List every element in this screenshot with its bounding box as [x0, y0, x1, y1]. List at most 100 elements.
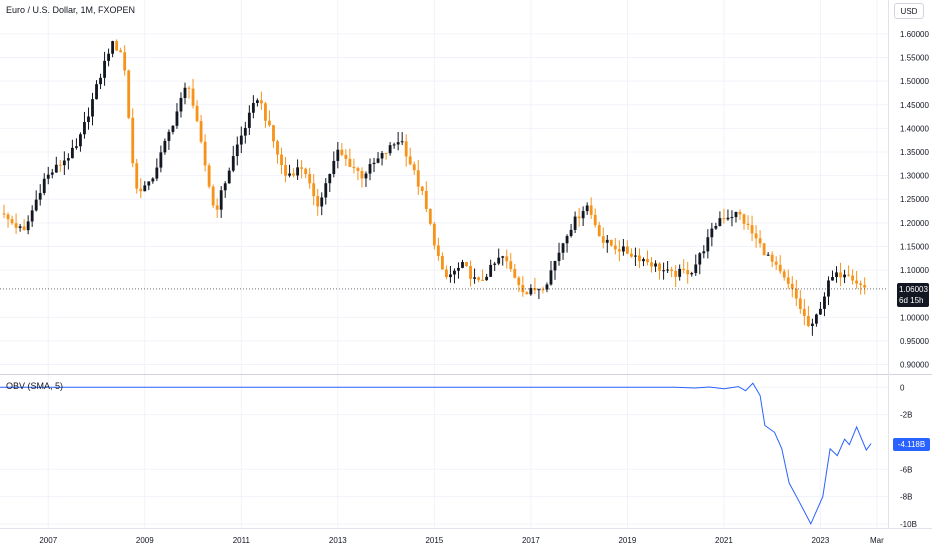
- candle: [26, 215, 30, 235]
- obv-axis[interactable]: 0 -2B -6B -8B -10B: [900, 383, 917, 529]
- candle: [686, 261, 690, 284]
- candle-body: [682, 268, 686, 271]
- candle: [268, 110, 271, 127]
- candle-body: [794, 288, 798, 299]
- symbol-title[interactable]: Euro / U.S. Dollar, 1M, FXOPEN: [6, 5, 136, 15]
- candle-body: [239, 135, 243, 145]
- candle: [119, 47, 123, 53]
- candle-body: [79, 134, 82, 147]
- candle-body: [280, 154, 283, 166]
- time-tick-label: 2013: [329, 536, 347, 545]
- candle-body: [557, 252, 561, 261]
- candle-body: [284, 165, 287, 176]
- candle: [187, 86, 191, 99]
- last-price-value: 1.06003: [899, 284, 928, 294]
- price-tick-label: 1.10000: [900, 266, 929, 275]
- candle: [123, 45, 127, 76]
- candle: [135, 159, 139, 194]
- candle-body: [493, 263, 497, 265]
- candle-body: [581, 211, 585, 219]
- candle-body: [396, 142, 400, 145]
- candle-body: [694, 264, 698, 274]
- candle-body: [545, 284, 549, 290]
- time-axis[interactable]: 2007 2009 2011 2013 2015 2017 2019 2021 2023 Mar: [39, 536, 884, 545]
- candle: [650, 256, 653, 273]
- candle-body: [790, 283, 794, 289]
- candle: [658, 262, 661, 280]
- candle: [10, 215, 14, 225]
- candle: [621, 239, 625, 256]
- candle-body: [211, 186, 215, 206]
- candle-body: [428, 208, 432, 224]
- candle: [99, 73, 102, 90]
- candle: [328, 173, 332, 193]
- candle-body: [276, 141, 279, 155]
- candle: [143, 181, 147, 192]
- candle-body: [497, 257, 501, 264]
- candle: [22, 219, 26, 231]
- currency-button[interactable]: USD: [894, 3, 924, 19]
- candle: [702, 245, 706, 259]
- candle: [513, 263, 517, 279]
- candle-body: [621, 246, 625, 252]
- candle: [754, 225, 758, 248]
- candle-body: [457, 267, 460, 271]
- candle-body: [541, 289, 545, 291]
- candle: [770, 251, 774, 268]
- candle-body: [215, 205, 219, 210]
- bar-countdown: 6d 15h: [899, 295, 924, 305]
- candle: [304, 167, 308, 179]
- candle: [384, 152, 388, 160]
- candle: [509, 252, 513, 272]
- candle: [243, 121, 247, 144]
- candle-body: [827, 280, 830, 297]
- candle-body: [855, 280, 859, 284]
- candle: [557, 242, 561, 266]
- candle-body: [642, 259, 645, 262]
- candle-body: [143, 185, 147, 192]
- candle: [790, 276, 794, 298]
- candle-body: [774, 261, 778, 265]
- candle-body: [268, 120, 271, 126]
- candle-body: [658, 263, 661, 271]
- candle: [163, 138, 167, 155]
- candle-body: [766, 254, 770, 256]
- candle-body: [2, 213, 6, 215]
- candle-body: [469, 266, 472, 279]
- candle: [678, 264, 682, 281]
- candle: [750, 215, 754, 241]
- candle-body: [412, 164, 416, 171]
- candle: [634, 247, 637, 266]
- candle-body: [207, 165, 211, 187]
- candle: [481, 269, 485, 282]
- price-tick-label: 1.25000: [900, 195, 929, 204]
- candle-body: [525, 292, 529, 295]
- candle-body: [38, 193, 42, 200]
- candle: [533, 277, 537, 295]
- price-axis[interactable]: 1.60000 1.55000 1.50000 1.45000 1.40000 1.350…: [900, 30, 929, 370]
- candle-body: [111, 41, 115, 54]
- candle: [400, 132, 404, 145]
- candle-body: [561, 243, 565, 253]
- candle-body: [171, 125, 175, 132]
- candle-body: [762, 243, 766, 256]
- candle: [609, 239, 613, 247]
- candle-body: [66, 158, 70, 161]
- candle-body: [6, 214, 10, 220]
- candle: [247, 105, 251, 136]
- candle: [151, 177, 155, 184]
- candle-body: [328, 174, 332, 184]
- candle: [368, 158, 372, 181]
- candle: [376, 152, 380, 164]
- candle-body: [806, 315, 810, 326]
- candle-body: [336, 149, 340, 161]
- indicator-title[interactable]: OBV (SMA, 5): [6, 381, 64, 391]
- candle: [6, 212, 10, 228]
- candle: [666, 260, 670, 274]
- candle-body: [722, 218, 726, 220]
- candle-body: [131, 117, 135, 164]
- candle: [497, 248, 501, 266]
- candle: [292, 168, 295, 178]
- candle-body: [609, 239, 613, 246]
